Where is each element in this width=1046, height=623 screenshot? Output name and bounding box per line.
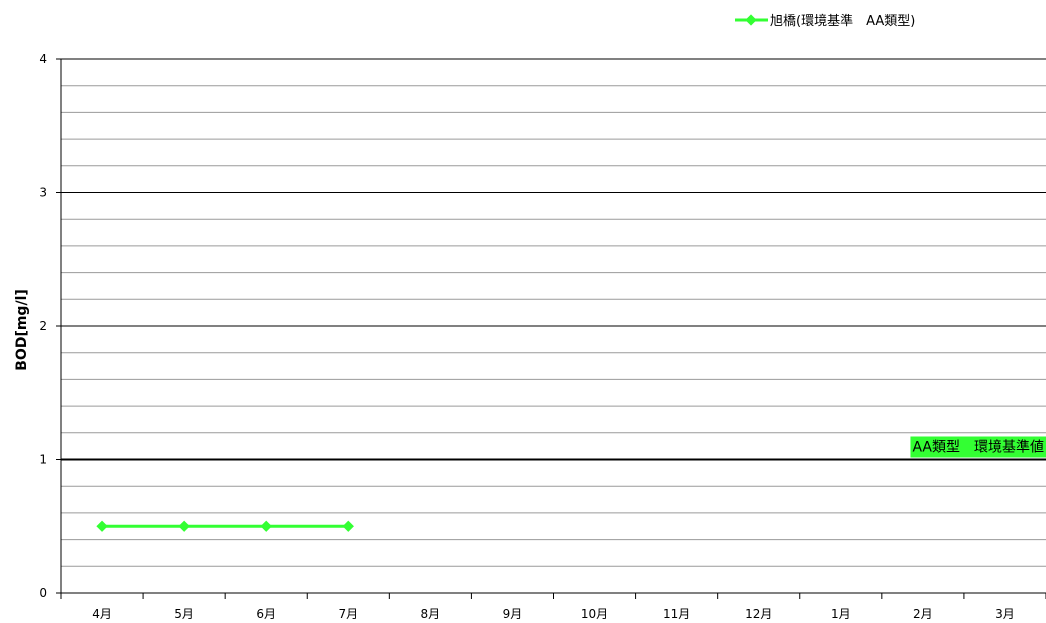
- y-tick-label: 1: [39, 453, 47, 467]
- x-tick-label: 9月: [503, 607, 523, 621]
- x-tick-label: 8月: [421, 607, 441, 621]
- reference-line-group: AA類型 環境基準値: [61, 436, 1046, 461]
- x-tick-label: 3月: [995, 607, 1015, 621]
- y-axis-label: BOD[mg/l]: [14, 289, 30, 371]
- x-tick-label: 10月: [581, 607, 608, 621]
- data-point: [260, 520, 272, 532]
- x-tick-label: 5月: [174, 607, 194, 621]
- legend-marker-swatch: [745, 14, 757, 26]
- x-tick-label: 12月: [745, 607, 772, 621]
- legend: 旭橋(環境基準 AA類型): [735, 13, 915, 29]
- y-tick-label: 2: [39, 319, 47, 333]
- x-tick-label: 1月: [831, 607, 851, 621]
- x-tick-label: 11月: [663, 607, 690, 621]
- reference-line-label: AA類型 環境基準値: [912, 439, 1044, 456]
- reference-label-background: [910, 436, 1046, 458]
- x-tick-label: 4月: [92, 607, 112, 621]
- gridlines: [61, 58, 1046, 567]
- series-group: [96, 520, 354, 532]
- y-tick-label: 0: [39, 586, 47, 600]
- x-tick-labels: 4月 5月 6月 7月 8月 9月 10月 11月 12月 1月 2月 3月: [60, 593, 1046, 621]
- data-point: [178, 520, 190, 532]
- data-point: [96, 520, 108, 532]
- y-tick-label: 3: [39, 186, 47, 200]
- x-tick-label: 6月: [256, 607, 276, 621]
- x-tick-label: 7月: [338, 607, 358, 621]
- y-tick-label: 4: [39, 52, 47, 66]
- y-tick-labels: 0 1 2 3 4: [39, 52, 61, 600]
- x-tick-label: 2月: [913, 607, 933, 621]
- legend-series-label: 旭橋(環境基準 AA類型): [770, 13, 915, 29]
- data-point: [342, 520, 354, 532]
